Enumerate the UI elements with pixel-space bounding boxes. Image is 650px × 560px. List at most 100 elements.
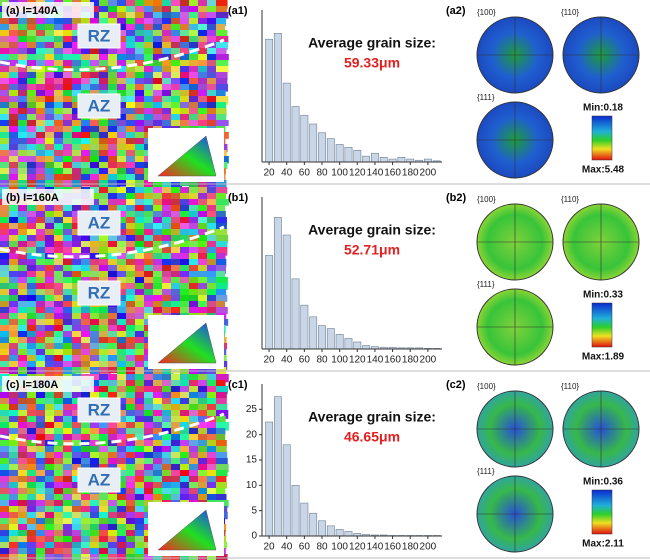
- grain: [72, 536, 84, 543]
- grain: [108, 259, 119, 268]
- grain: [63, 506, 73, 513]
- grain: [144, 18, 157, 27]
- grain: [90, 84, 101, 91]
- grain: [99, 434, 112, 443]
- grain: [9, 488, 21, 497]
- grain: [27, 144, 38, 151]
- grain: [153, 307, 164, 315]
- grain: [18, 277, 28, 285]
- grain: [117, 12, 130, 19]
- grain: [81, 18, 92, 26]
- grain: [144, 229, 157, 238]
- grain: [63, 102, 76, 109]
- grain: [198, 440, 209, 447]
- grain: [207, 404, 218, 412]
- grain: [180, 223, 190, 231]
- grain: [216, 72, 228, 81]
- grain: [72, 428, 84, 437]
- grain: [99, 494, 111, 502]
- grain: [144, 464, 157, 472]
- grain: [0, 162, 13, 171]
- grain: [45, 410, 57, 419]
- grain: [54, 536, 65, 543]
- grain: [45, 482, 58, 490]
- grain: [198, 241, 211, 249]
- grain: [0, 235, 11, 243]
- grain: [144, 96, 155, 105]
- grain: [207, 380, 218, 389]
- grain: [135, 380, 147, 387]
- grain: [72, 84, 82, 92]
- grain: [36, 150, 46, 157]
- grain: [54, 211, 64, 219]
- grain: [90, 524, 100, 533]
- grain: [54, 84, 67, 93]
- grain: [135, 217, 145, 224]
- grain: [9, 313, 22, 322]
- grain: [198, 102, 208, 109]
- grain: [27, 48, 40, 55]
- grain: [36, 138, 49, 147]
- grain: [63, 247, 73, 256]
- grain: [27, 524, 40, 532]
- grain: [153, 60, 166, 67]
- grain: [189, 223, 202, 232]
- annotation: Average grain size:: [308, 222, 436, 238]
- grain: [153, 277, 163, 284]
- grain: [135, 446, 148, 455]
- grain: [216, 416, 226, 423]
- grain: [153, 223, 163, 230]
- grain: [36, 500, 47, 508]
- grain: [198, 482, 211, 491]
- grain: [36, 211, 47, 219]
- grain: [9, 404, 20, 412]
- grain: [72, 271, 83, 278]
- grain: [27, 506, 40, 514]
- grain: [0, 542, 13, 550]
- bar: [335, 529, 344, 537]
- grain: [216, 259, 227, 268]
- grain: [0, 66, 13, 75]
- grain: [27, 343, 37, 351]
- grain: [135, 416, 145, 423]
- grain: [54, 156, 65, 165]
- grain: [45, 488, 58, 496]
- grain: [81, 367, 93, 374]
- grain: [135, 205, 146, 214]
- grain: [27, 289, 37, 298]
- grain: [153, 488, 163, 495]
- grain: [207, 18, 218, 25]
- grain: [72, 554, 83, 560]
- map-label-bg: [2, 2, 94, 18]
- grain: [162, 446, 173, 453]
- grain: [153, 476, 163, 483]
- grain: [45, 458, 55, 467]
- grain: [180, 446, 191, 454]
- grain: [135, 96, 147, 103]
- grain: [99, 355, 109, 364]
- grain: [27, 313, 39, 321]
- grain: [126, 174, 138, 183]
- grain: [171, 199, 183, 206]
- grain: [207, 241, 217, 248]
- bar: [353, 341, 362, 350]
- grain: [162, 66, 175, 73]
- grain: [54, 325, 65, 332]
- grain: [207, 277, 217, 285]
- grain: [189, 482, 201, 489]
- grain: [207, 434, 217, 443]
- grain: [9, 289, 21, 298]
- grain: [198, 386, 210, 394]
- grain: [81, 168, 94, 176]
- grain: [9, 518, 20, 526]
- grain: [54, 506, 65, 514]
- grain: [63, 42, 73, 50]
- grain: [0, 217, 10, 226]
- grain: [207, 102, 219, 110]
- grain: [126, 476, 136, 484]
- grain: [81, 259, 94, 266]
- grain: [9, 452, 22, 459]
- grain: [63, 126, 76, 135]
- grain: [99, 18, 112, 25]
- zone-label: AZ: [88, 213, 111, 232]
